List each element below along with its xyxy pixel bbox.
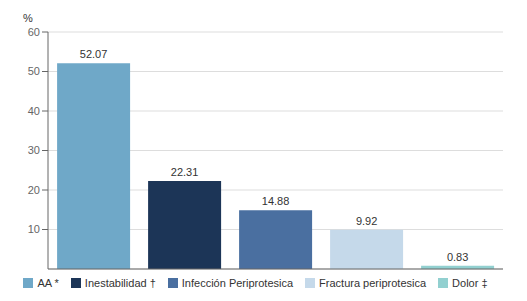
svg-text:14.88: 14.88 [262,195,290,207]
svg-text:0.83: 0.83 [447,251,468,263]
svg-text:52.07: 52.07 [80,48,108,60]
html-text:Infección Periprotesica: Infección Periprotesica [181,277,294,289]
html-text:AA *: AA * [37,277,59,289]
svg-text:%: % [23,12,33,24]
svg-text:50: 50 [28,65,40,77]
svg-text:22.31: 22.31 [171,166,199,178]
svg-text:10: 10 [28,223,40,235]
html-text:Fractura periprotesica: Fractura periprotesica [319,277,427,289]
svg-text:30: 30 [28,144,40,156]
svg-text:60: 60 [28,26,40,38]
html-text:Inestabilidad †: Inestabilidad † [84,277,156,289]
html-text:Dolor ‡: Dolor ‡ [452,277,488,289]
svg-text:9.92: 9.92 [356,215,377,227]
svg-text:20: 20 [28,184,40,196]
svg-text:40: 40 [28,105,40,117]
